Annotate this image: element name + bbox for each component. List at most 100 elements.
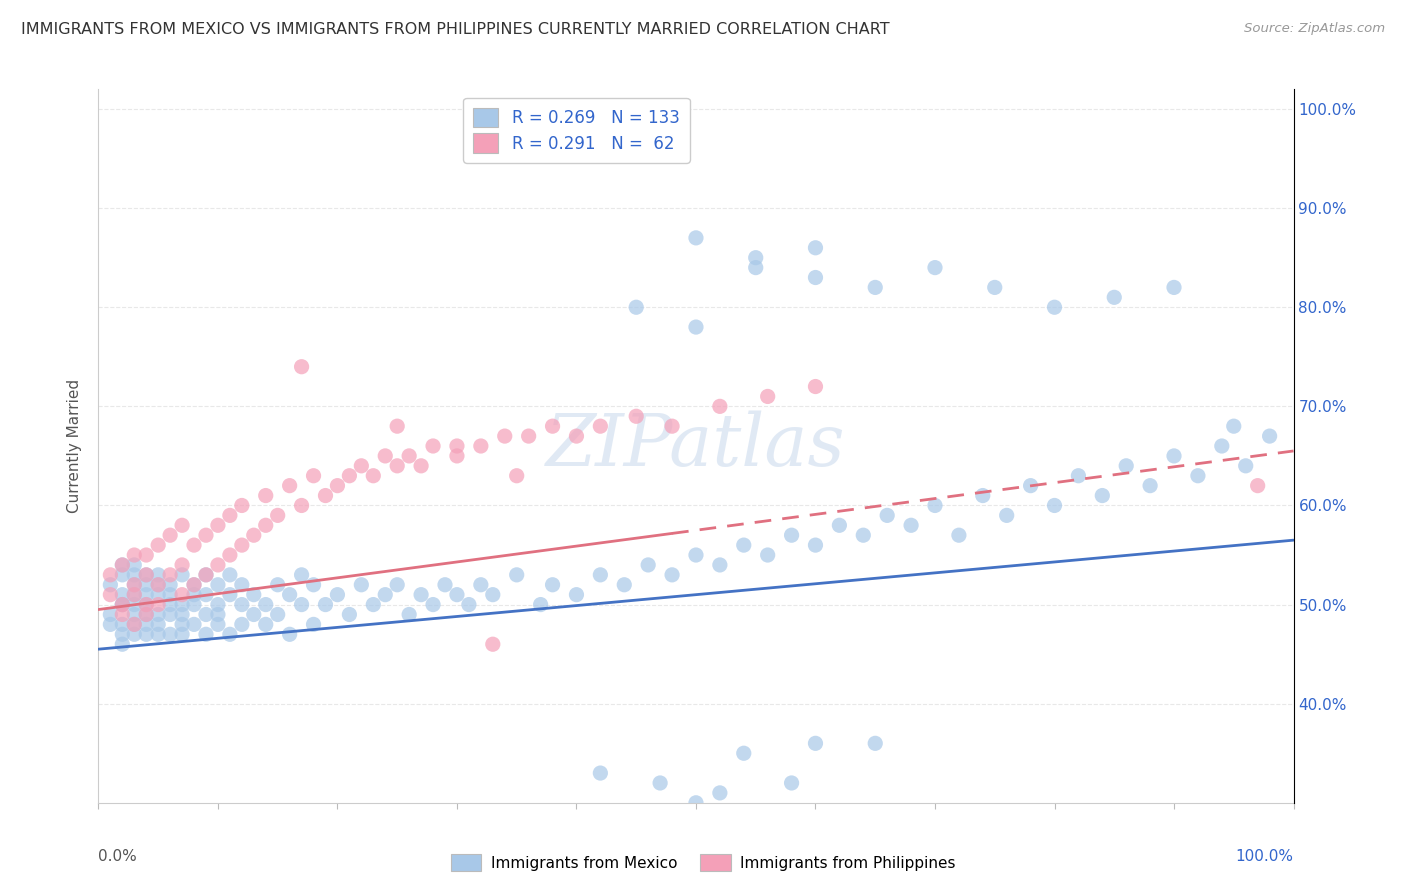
Point: [804, 538, 827, 552]
Point: [124, 598, 146, 612]
Point: [613, 578, 636, 592]
Point: [530, 598, 553, 612]
Point: [350, 578, 373, 592]
Point: [374, 588, 396, 602]
Point: [135, 598, 157, 612]
Point: [709, 400, 731, 414]
Point: [517, 429, 540, 443]
Point: [291, 359, 314, 374]
Point: [494, 429, 516, 443]
Point: [148, 627, 170, 641]
Point: [302, 578, 325, 592]
Point: [124, 567, 146, 582]
Point: [172, 598, 194, 612]
Point: [685, 320, 707, 334]
Point: [1163, 449, 1185, 463]
Point: [231, 578, 253, 592]
Point: [172, 627, 194, 641]
Point: [148, 617, 170, 632]
Point: [804, 270, 827, 285]
Point: [124, 558, 146, 572]
Point: [159, 588, 181, 602]
Point: [1187, 468, 1209, 483]
Point: [995, 508, 1018, 523]
Point: [589, 766, 612, 780]
Point: [626, 409, 648, 424]
Point: [278, 588, 301, 602]
Point: [434, 578, 457, 592]
Point: [589, 419, 612, 434]
Point: [1234, 458, 1257, 473]
Point: [111, 558, 134, 572]
Point: [172, 518, 194, 533]
Point: [422, 439, 444, 453]
Point: [267, 607, 290, 622]
Legend: Immigrants from Mexico, Immigrants from Philippines: Immigrants from Mexico, Immigrants from …: [444, 848, 962, 877]
Point: [745, 815, 768, 830]
Point: [422, 598, 444, 612]
Point: [900, 518, 922, 533]
Point: [148, 607, 170, 622]
Point: [374, 449, 396, 463]
Point: [924, 260, 946, 275]
Point: [159, 607, 181, 622]
Point: [458, 598, 481, 612]
Point: [267, 508, 290, 523]
Point: [685, 231, 707, 245]
Point: [195, 627, 218, 641]
Point: [159, 528, 181, 542]
Point: [111, 558, 134, 572]
Point: [541, 419, 564, 434]
Point: [302, 617, 325, 632]
Point: [267, 578, 290, 592]
Point: [565, 429, 588, 443]
Point: [243, 528, 266, 542]
Point: [135, 548, 157, 562]
Point: [1223, 419, 1246, 434]
Point: [98, 617, 122, 632]
Point: [756, 548, 779, 562]
Point: [398, 449, 420, 463]
Point: [565, 588, 588, 602]
Point: [231, 598, 253, 612]
Point: [1104, 290, 1126, 304]
Point: [626, 300, 648, 314]
Point: [254, 598, 277, 612]
Point: [411, 588, 433, 602]
Point: [111, 598, 134, 612]
Point: [291, 499, 314, 513]
Point: [852, 528, 875, 542]
Point: [111, 598, 134, 612]
Point: [135, 567, 157, 582]
Point: [470, 578, 492, 592]
Point: [124, 627, 146, 641]
Point: [315, 598, 337, 612]
Point: [637, 558, 659, 572]
Point: [804, 241, 827, 255]
Point: [207, 617, 229, 632]
Point: [972, 489, 994, 503]
Point: [183, 598, 205, 612]
Point: [541, 578, 564, 592]
Point: [124, 617, 146, 632]
Point: [254, 489, 277, 503]
Point: [124, 607, 146, 622]
Point: [111, 617, 134, 632]
Point: [385, 458, 409, 473]
Point: [207, 578, 229, 592]
Point: [124, 617, 146, 632]
Point: [219, 508, 242, 523]
Point: [207, 518, 229, 533]
Point: [326, 478, 349, 492]
Point: [231, 617, 253, 632]
Point: [709, 786, 731, 800]
Point: [1247, 478, 1270, 492]
Point: [183, 578, 205, 592]
Point: [865, 736, 887, 750]
Point: [135, 617, 157, 632]
Point: [780, 776, 803, 790]
Point: [135, 588, 157, 602]
Point: [1139, 478, 1161, 492]
Point: [339, 607, 361, 622]
Point: [135, 607, 157, 622]
